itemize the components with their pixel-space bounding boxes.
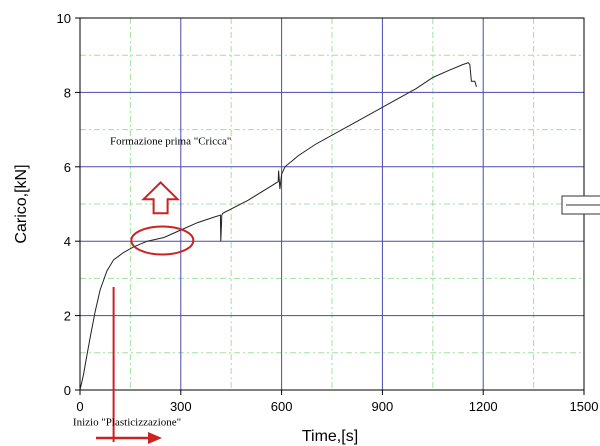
x-axis-label: Time,[s] <box>302 428 358 445</box>
axis-ticks: 0 300 600 900 1200 1500 0 2 4 6 8 10 <box>57 11 599 414</box>
y-tick-label: 4 <box>64 234 71 249</box>
right-arrow-icon <box>148 432 162 444</box>
x-tick-label: 900 <box>372 399 394 414</box>
annotation-plasticization: Inizio "Plasticizzazione" <box>73 416 181 428</box>
annotation-crack: Formazione prima "Cricca" <box>110 135 231 147</box>
x-tick-label: 1500 <box>570 399 599 414</box>
x-tick-label: 300 <box>170 399 192 414</box>
y-tick-label: 6 <box>64 160 71 175</box>
y-tick-label: 8 <box>64 85 71 100</box>
up-arrow-icon <box>141 180 181 215</box>
legend-box <box>561 195 600 215</box>
minor-grid <box>80 18 584 390</box>
crack-highlight-ellipse <box>130 225 195 256</box>
annotation-layer <box>96 180 195 444</box>
x-tick-label: 0 <box>76 399 83 414</box>
y-tick-label: 2 <box>64 309 71 324</box>
major-grid <box>80 18 584 390</box>
series-line <box>79 61 477 391</box>
x-tick-label: 600 <box>271 399 293 414</box>
y-axis-label: Carico,[kN] <box>13 164 30 243</box>
series-layer <box>79 61 477 391</box>
y-tick-label: 10 <box>57 11 71 26</box>
y-tick-label: 0 <box>64 383 71 398</box>
x-tick-label: 1200 <box>469 399 498 414</box>
